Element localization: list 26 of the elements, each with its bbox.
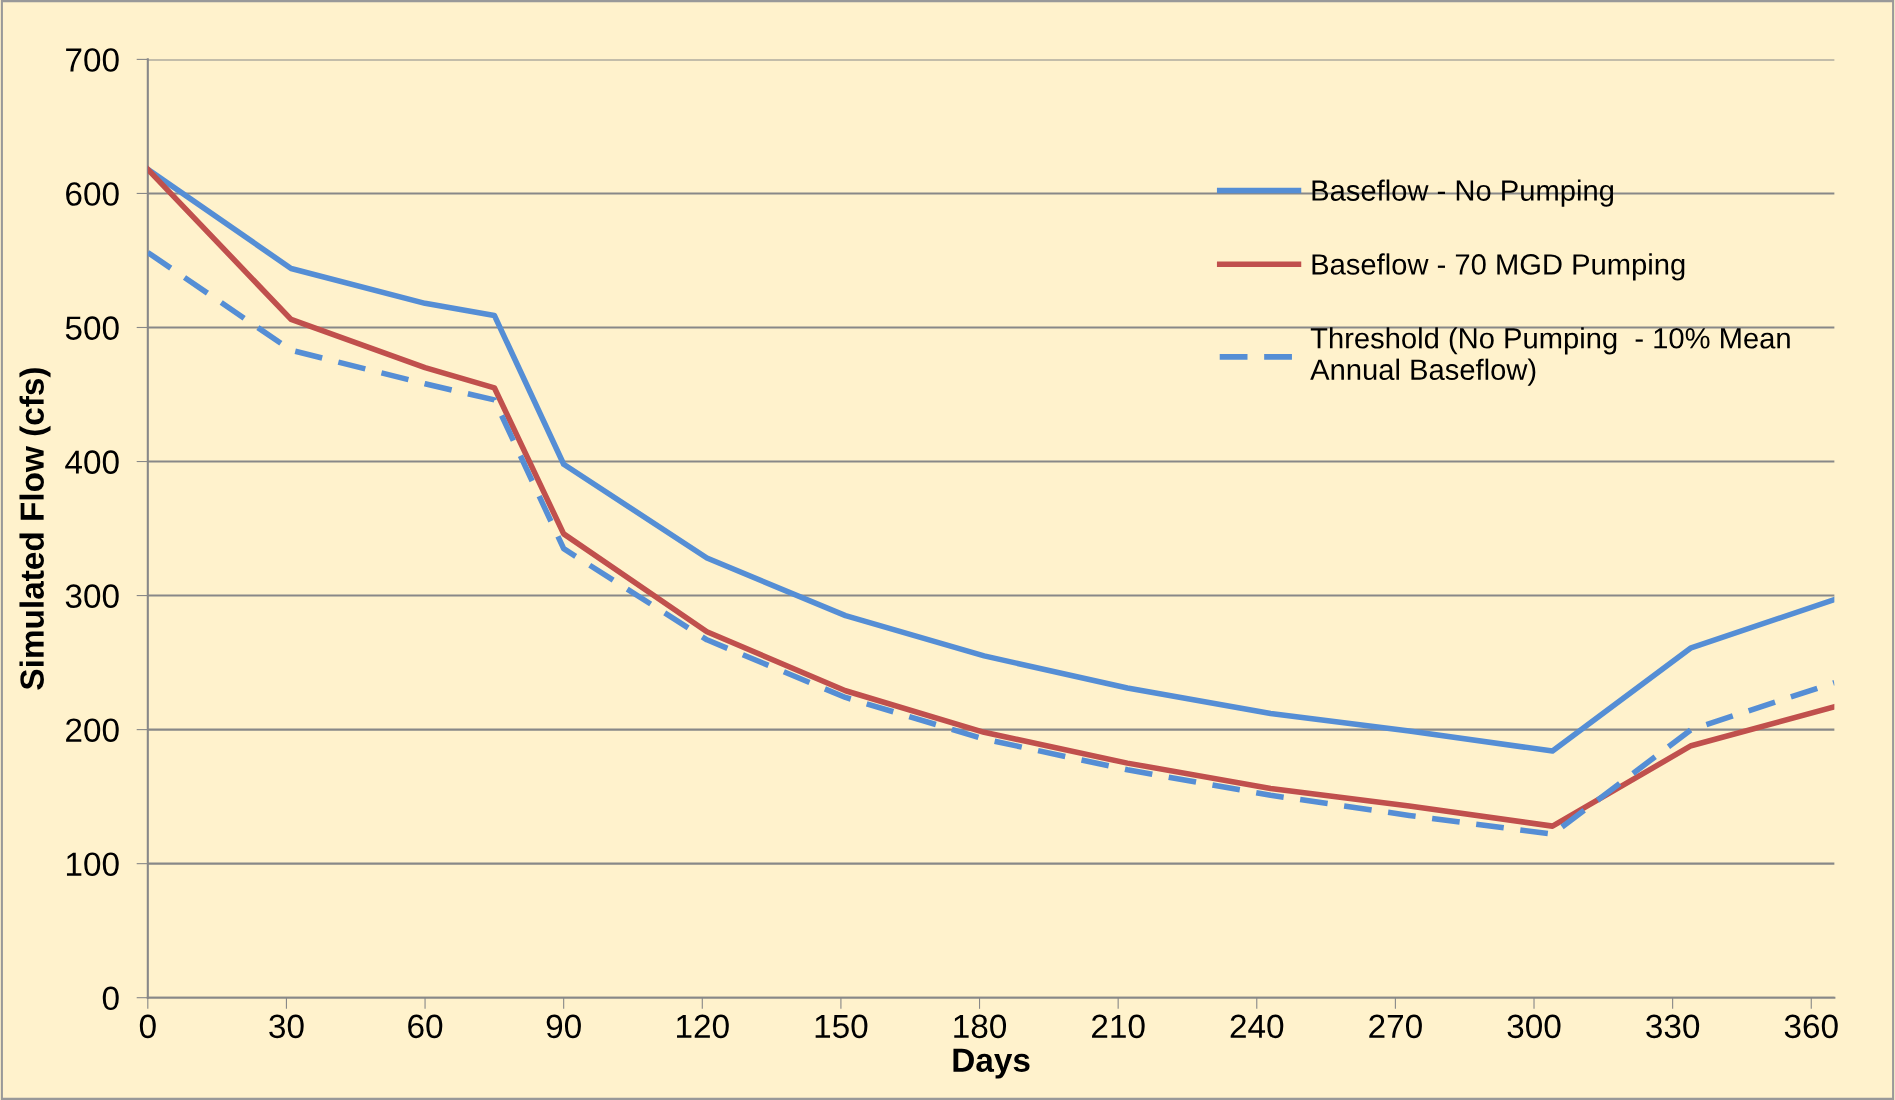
y-tick-label: 500 (65, 316, 119, 340)
x-tick-label: 240 (1230, 1014, 1284, 1039)
x-tick-label: 30 (269, 1014, 304, 1039)
x-tick-label: 0 (139, 1014, 156, 1039)
legend-label: Threshold (No Pumping - 10% Mean Annual Baseflow) (1310, 327, 1790, 386)
y-axis-title: Simulated Flow (cfs) (19, 368, 51, 690)
y-tick-label: 200 (66, 718, 119, 743)
x-tick-label: 90 (546, 1014, 581, 1039)
y-tick-label: 300 (65, 584, 119, 608)
y-tick-label: 700 (66, 48, 119, 72)
legend-label: Baseflow - No Pumping (1312, 179, 1614, 207)
x-tick-label: 300 (1507, 1014, 1561, 1039)
x-tick-label: 120 (677, 1014, 729, 1039)
x-tick-label: 60 (408, 1014, 443, 1039)
x-tick-label: 150 (815, 1014, 868, 1039)
legend-label: Baseflow - 70 MGD Pumping (1312, 253, 1685, 281)
x-axis-title: Days (953, 1048, 1030, 1079)
y-tick-label: 400 (65, 450, 119, 474)
x-tick-label: 180 (954, 1014, 1007, 1039)
y-tick-label: 100 (66, 852, 119, 877)
x-tick-label: 270 (1369, 1014, 1422, 1039)
x-tick-label: 210 (1092, 1014, 1145, 1039)
x-tick-label: 360 (1784, 1014, 1838, 1039)
x-tick-label: 330 (1646, 1014, 1700, 1039)
y-tick-label: 600 (66, 182, 119, 206)
y-tick-label: 0 (102, 986, 119, 1011)
